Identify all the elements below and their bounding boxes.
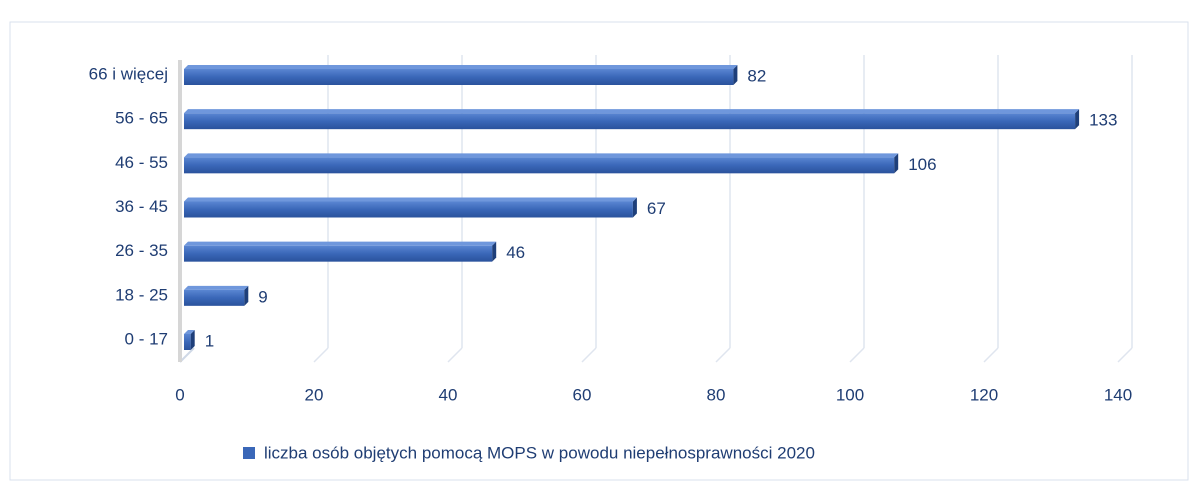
grid-line-floor (581, 347, 597, 363)
x-tick-label: 60 (573, 385, 592, 404)
data-label: 1 (205, 331, 214, 350)
bar (184, 197, 637, 218)
x-tick-label: 40 (439, 385, 458, 404)
bar (184, 330, 195, 350)
bar-front (184, 201, 633, 218)
bar-side (1075, 109, 1080, 130)
y-tick-label: 56 - 65 (115, 109, 168, 128)
bar-top (184, 65, 738, 69)
data-label: 9 (258, 287, 267, 306)
bar-side (733, 65, 738, 85)
bar-front (184, 69, 734, 85)
bar-side (632, 197, 637, 218)
grid-line-floor (849, 347, 865, 363)
grid-line-floor (1117, 347, 1133, 363)
x-tick-label: 100 (836, 385, 864, 404)
bar-side (190, 330, 195, 350)
bar-top (184, 109, 1080, 114)
bar-top (184, 330, 195, 334)
x-tick-label: 20 (305, 385, 324, 404)
y-tick-label: 46 - 55 (115, 153, 168, 172)
x-tick-label: 0 (175, 385, 184, 404)
data-label: 67 (647, 199, 666, 218)
bar-top (184, 197, 637, 202)
bar-side (244, 285, 249, 306)
bar-front (184, 334, 191, 350)
bar (184, 153, 899, 174)
x-tick-label: 140 (1104, 385, 1132, 404)
data-label: 46 (506, 243, 525, 262)
bar (184, 109, 1080, 130)
bar-front (184, 113, 1076, 130)
bar-top (184, 241, 497, 246)
axis-floor (179, 347, 195, 363)
legend-label: liczba osób objętych pomocą MOPS w powod… (264, 443, 815, 462)
y-tick-label: 66 i więcej (89, 64, 168, 83)
bar-top (184, 285, 249, 290)
bar-front (184, 289, 245, 306)
x-tick-label: 80 (707, 385, 726, 404)
bar (184, 241, 497, 262)
legend-swatch (243, 447, 255, 459)
data-label: 106 (908, 155, 936, 174)
x-tick-label: 120 (970, 385, 998, 404)
bar-side (492, 241, 497, 262)
grid-line-floor (313, 347, 329, 363)
bar (184, 65, 738, 85)
y-tick-label: 26 - 35 (115, 241, 168, 260)
y-tick-label: 18 - 25 (115, 285, 168, 304)
grid-line-floor (715, 347, 731, 363)
grid-line-floor (983, 347, 999, 363)
bar-top (184, 153, 899, 158)
bar-side (894, 153, 899, 174)
grid-line-floor (447, 347, 463, 363)
y-tick-label: 0 - 17 (125, 329, 168, 348)
data-label: 82 (747, 66, 766, 85)
bar (184, 285, 249, 306)
data-label: 133 (1089, 111, 1117, 130)
bar-front (184, 245, 493, 262)
y-tick-label: 36 - 45 (115, 197, 168, 216)
bar-front (184, 157, 895, 174)
